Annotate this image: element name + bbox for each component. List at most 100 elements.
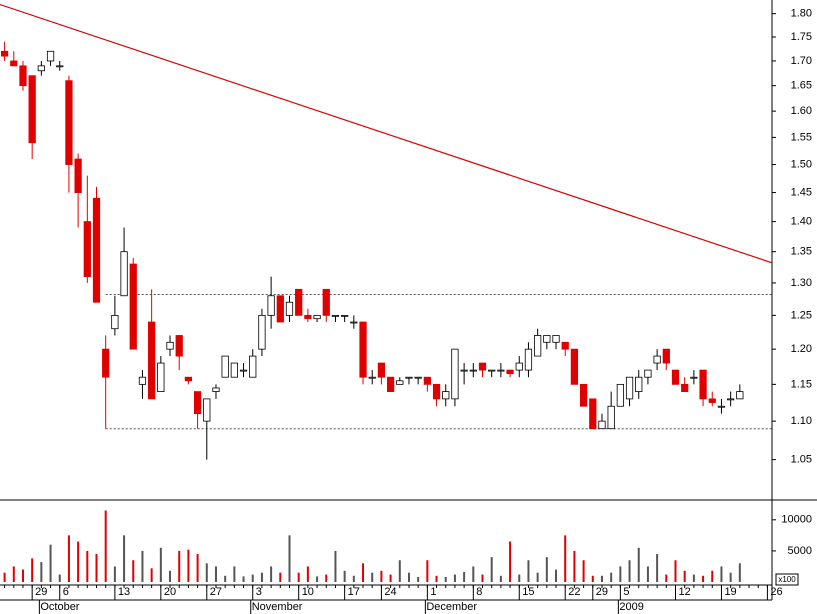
volume-bar	[132, 560, 135, 582]
volume-bar	[141, 550, 144, 582]
candle-body	[212, 387, 220, 392]
candle-body	[478, 362, 487, 371]
x-tick-label: 15	[522, 586, 534, 598]
y-tick-label: 1.25	[791, 309, 812, 321]
volume-bar	[527, 560, 530, 582]
candle-body	[534, 335, 542, 357]
volume-bar	[297, 572, 300, 582]
volume-bar	[600, 575, 603, 582]
unit-box	[775, 573, 799, 586]
volume-bar	[67, 535, 70, 582]
y-tick-label: 1.80	[791, 8, 812, 20]
candle-body	[589, 398, 597, 430]
candle-body	[616, 383, 624, 407]
volume-bar	[720, 566, 723, 582]
candle-body	[304, 314, 312, 320]
volume-bar	[371, 572, 374, 582]
volume-bar	[352, 575, 355, 582]
x-tick-label: 29	[596, 586, 608, 598]
candle-body	[92, 197, 101, 303]
volume-bar	[380, 570, 383, 582]
volume-bar	[334, 550, 337, 582]
y-tick-label: 1.10	[791, 415, 812, 427]
volume-unit: x100	[778, 575, 796, 584]
candle-body	[249, 355, 257, 378]
y-tick-label: 1.55	[791, 131, 812, 143]
volume-bar	[196, 554, 199, 582]
candle-body	[405, 376, 413, 379]
volume-bar	[95, 554, 98, 582]
volume-bar	[214, 566, 217, 582]
volume-bar	[692, 574, 695, 582]
x-tick-label: 29	[35, 586, 47, 598]
y-tick-label: 1.50	[791, 158, 812, 170]
candle-body	[350, 321, 358, 324]
volume-bar	[159, 547, 162, 582]
x-tick-label: 3	[256, 586, 262, 598]
volume-bar	[3, 572, 6, 582]
y-tick-label: 1.65	[791, 80, 812, 92]
candle-body	[295, 288, 303, 316]
volume-bar	[683, 570, 686, 582]
volume-bar	[417, 577, 420, 582]
candle-body	[488, 369, 496, 372]
volume-bar	[591, 575, 594, 582]
candle-body	[341, 314, 349, 317]
candle-body	[607, 405, 615, 430]
candle-body	[28, 75, 36, 144]
volume-bar	[582, 560, 585, 582]
volume-bar	[205, 563, 208, 582]
volume-bar	[444, 577, 447, 582]
candle-body	[0, 50, 9, 57]
volume-bar	[169, 570, 172, 582]
volume-bar	[545, 557, 548, 582]
volume-bar	[49, 544, 52, 582]
volume-bar	[646, 566, 649, 582]
candle-body	[221, 355, 229, 378]
candle-body	[193, 391, 202, 415]
candle-body	[579, 383, 588, 407]
candle-body	[727, 398, 735, 401]
volume-bar	[407, 572, 410, 582]
volume-bar	[242, 576, 245, 582]
candle-body	[157, 362, 165, 392]
candle-body	[524, 348, 533, 371]
candle-body	[313, 314, 321, 320]
candle-body	[414, 376, 422, 379]
volume-bar	[150, 568, 153, 582]
x-tick-label: 26	[770, 586, 782, 598]
volume-bar	[481, 574, 484, 582]
volume-bar	[86, 550, 89, 582]
volume-bar	[628, 560, 631, 582]
candle-body	[543, 335, 551, 343]
candle-body	[635, 376, 643, 392]
candle-body	[570, 348, 579, 385]
candle-body	[56, 65, 64, 68]
volume-bar	[306, 566, 309, 582]
x-tick-label: 27	[210, 586, 222, 598]
volume-bar	[187, 549, 190, 582]
month-label: October	[40, 601, 79, 613]
volume-bar	[31, 558, 34, 582]
candle-body	[451, 348, 459, 400]
volume-bar	[729, 572, 732, 582]
volume-bar	[113, 566, 116, 582]
volume-bar	[610, 572, 613, 582]
candle-body	[10, 60, 18, 67]
volume-bar	[472, 566, 475, 582]
candle-body	[625, 376, 634, 400]
volume-bar	[564, 535, 567, 582]
volume-bar	[509, 541, 512, 582]
candle-body	[432, 383, 441, 400]
candle-body	[396, 380, 404, 385]
volume-bar	[224, 575, 227, 582]
volume-bar	[536, 572, 539, 582]
volume-bar	[573, 550, 576, 582]
candle-body	[460, 369, 468, 372]
volume-bar	[58, 574, 61, 582]
volume-bar	[711, 570, 714, 582]
volume-bar	[12, 566, 15, 582]
volume-bar	[619, 566, 622, 582]
